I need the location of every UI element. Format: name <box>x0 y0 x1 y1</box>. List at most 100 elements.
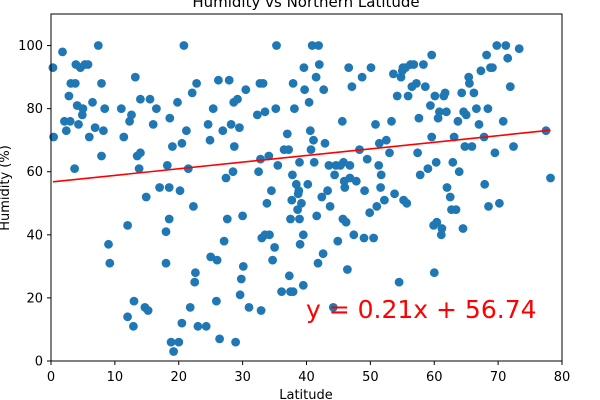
data-point <box>201 321 211 331</box>
data-point <box>165 113 175 123</box>
data-point <box>337 116 347 126</box>
data-point <box>70 164 79 174</box>
data-point <box>162 161 172 170</box>
data-point <box>461 110 471 120</box>
data-point <box>260 107 270 117</box>
data-point <box>362 154 372 164</box>
data-point <box>427 132 437 142</box>
data-point <box>218 126 228 136</box>
data-point <box>343 265 352 274</box>
data-point <box>99 126 108 136</box>
data-point <box>546 173 555 183</box>
data-point <box>273 161 283 170</box>
data-point <box>190 277 200 287</box>
data-point <box>349 230 359 240</box>
data-point <box>328 303 338 312</box>
data-point <box>409 60 419 69</box>
data-point <box>152 104 161 113</box>
data-point <box>70 79 80 88</box>
data-point <box>480 179 490 189</box>
data-point <box>272 41 281 50</box>
data-point <box>192 79 202 88</box>
data-point <box>222 214 232 224</box>
data-point <box>143 306 153 315</box>
data-point <box>484 202 493 211</box>
data-point <box>187 88 197 98</box>
data-point <box>374 161 384 170</box>
data-point <box>179 41 189 50</box>
data-point <box>141 192 151 202</box>
data-point <box>423 164 433 174</box>
data-point <box>458 224 468 233</box>
data-point <box>254 167 263 177</box>
data-point <box>174 337 184 347</box>
data-point <box>426 101 435 110</box>
data-point <box>295 239 305 249</box>
data-point <box>495 198 504 208</box>
data-point <box>311 72 321 82</box>
data-point <box>389 69 398 79</box>
data-point <box>271 104 281 113</box>
data-point <box>295 157 304 167</box>
data-point <box>431 157 441 167</box>
data-point <box>270 243 279 252</box>
data-point <box>288 170 297 180</box>
data-point <box>116 104 126 113</box>
data-point <box>412 79 421 88</box>
data-point <box>360 186 369 196</box>
data-point <box>505 82 515 91</box>
data-point <box>330 170 339 180</box>
data-point <box>168 142 177 151</box>
data-point <box>351 176 361 186</box>
data-point <box>366 63 376 72</box>
data-point <box>241 85 251 95</box>
x-axis: 0 10 20 30 40 50 60 70 80 <box>47 361 570 385</box>
data-point <box>224 75 234 85</box>
data-point <box>387 116 396 126</box>
data-point <box>488 63 497 72</box>
data-point <box>415 170 425 180</box>
data-point <box>338 214 348 224</box>
data-point <box>414 113 424 123</box>
data-point <box>164 183 174 192</box>
data-point <box>376 170 386 180</box>
data-point <box>371 120 380 129</box>
data-point <box>221 173 231 183</box>
data-point <box>465 79 474 88</box>
data-point <box>262 198 272 208</box>
data-point <box>309 135 318 145</box>
plot-area <box>48 41 555 356</box>
data-point <box>432 217 442 227</box>
data-point <box>453 116 463 126</box>
data-point <box>435 107 444 117</box>
data-point <box>319 85 329 95</box>
data-point <box>347 82 357 91</box>
data-point <box>203 120 213 129</box>
data-point <box>48 63 58 72</box>
data-point <box>312 211 322 221</box>
chart-title: Humidity vs Northern Latitude <box>192 0 419 11</box>
data-point <box>235 290 245 300</box>
data-point <box>64 91 74 101</box>
data-point <box>226 120 236 129</box>
data-point <box>136 148 145 158</box>
data-point <box>365 208 375 218</box>
data-point <box>166 337 176 347</box>
data-point <box>193 321 203 331</box>
data-point <box>420 82 430 91</box>
data-point <box>503 53 513 63</box>
data-point <box>134 164 144 174</box>
data-point <box>437 224 447 233</box>
data-point <box>320 138 330 148</box>
data-point <box>509 142 518 151</box>
data-point <box>460 142 470 151</box>
data-point <box>183 164 193 174</box>
data-point <box>457 88 467 98</box>
data-point <box>231 337 241 347</box>
data-point <box>297 198 306 208</box>
data-point <box>77 110 87 120</box>
data-point <box>105 258 115 268</box>
data-point <box>313 258 323 268</box>
data-point <box>235 123 244 132</box>
